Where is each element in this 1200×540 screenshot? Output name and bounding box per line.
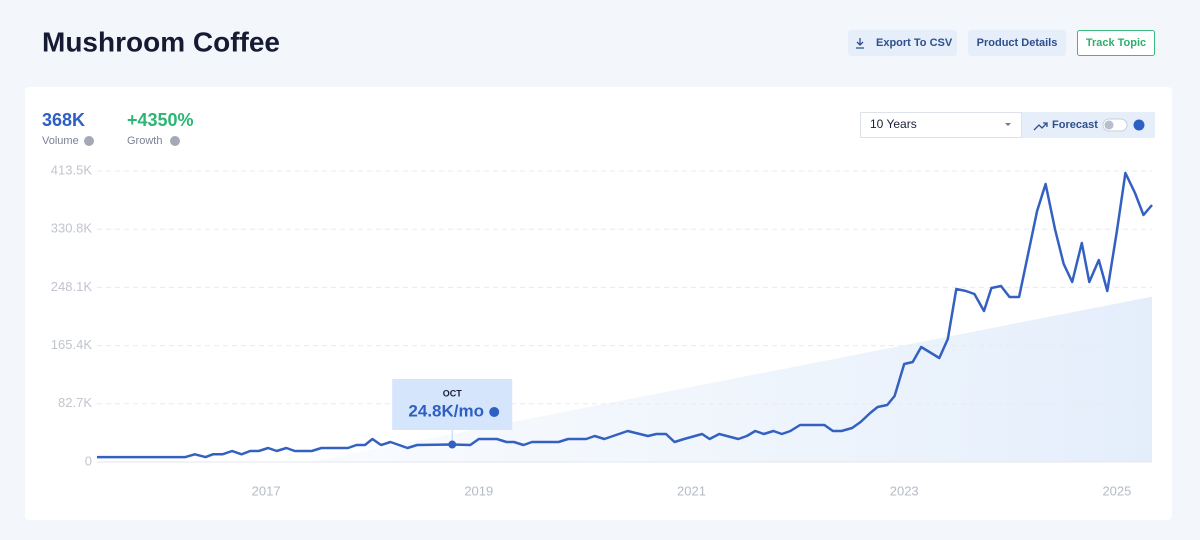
help-icon[interactable] <box>1133 119 1145 131</box>
range-select[interactable]: 10 Years <box>860 112 1022 138</box>
button-bg[interactable] <box>1077 30 1155 56</box>
tooltip-box <box>392 379 513 430</box>
select-label[interactable]: 10 Years <box>870 117 917 131</box>
y-tick-label: 165.4K <box>51 337 93 352</box>
y-tick-label: 248.1K <box>51 279 93 294</box>
details-button[interactable]: Product Details <box>968 30 1066 56</box>
caret[interactable] <box>1005 123 1011 126</box>
button-label[interactable]: Product Details <box>977 37 1058 49</box>
volume-value: 368K <box>42 110 85 130</box>
button-bg[interactable] <box>968 30 1066 56</box>
tooltip-dot <box>448 440 457 449</box>
button-label[interactable]: Export To CSV <box>876 37 953 49</box>
track-button[interactable]: Track Topic <box>1077 30 1155 56</box>
export-button[interactable]: Export To CSV <box>848 30 957 56</box>
y-tick-label: 330.8K <box>51 221 93 236</box>
switch-knob[interactable] <box>1104 120 1114 130</box>
y-tick-label: 413.5K <box>51 162 93 177</box>
x-tick-label: 2025 <box>1102 483 1131 498</box>
tooltip-value: 24.8K/mo <box>408 401 484 420</box>
tooltip-month: OCT <box>443 388 463 398</box>
x-tick-label: 2021 <box>677 483 706 498</box>
growth-label: Growth <box>127 135 162 147</box>
button-bg[interactable] <box>848 30 957 56</box>
download-icon[interactable] <box>856 38 864 49</box>
help-icon[interactable] <box>170 136 180 146</box>
x-tick-label: 2017 <box>252 483 281 498</box>
x-tick-label: 2019 <box>464 483 493 498</box>
help-icon <box>489 407 500 417</box>
page-title: Mushroom Coffee <box>42 26 280 57</box>
y-tick-label: 82.7K <box>58 395 92 410</box>
trend-line <box>97 171 1153 459</box>
x-tick-label: 2023 <box>890 483 919 498</box>
volume-label: Volume <box>42 135 79 147</box>
forecast-toggle[interactable]: Forecast <box>1022 112 1155 138</box>
growth-value: +4350% <box>127 110 194 130</box>
trend-area <box>308 296 1153 462</box>
select-box[interactable] <box>860 112 1022 138</box>
plot: 0 82.7K 165.4K 248.1K 330.8K 413.5K 2017 2019 20… <box>51 162 1153 498</box>
button-label[interactable]: Track Topic <box>1086 37 1146 49</box>
help-icon[interactable] <box>84 136 94 146</box>
trend-icon[interactable] <box>1033 122 1048 131</box>
y-tick-label: 0 <box>85 453 92 468</box>
toggle-label[interactable]: Forecast <box>1052 119 1098 131</box>
